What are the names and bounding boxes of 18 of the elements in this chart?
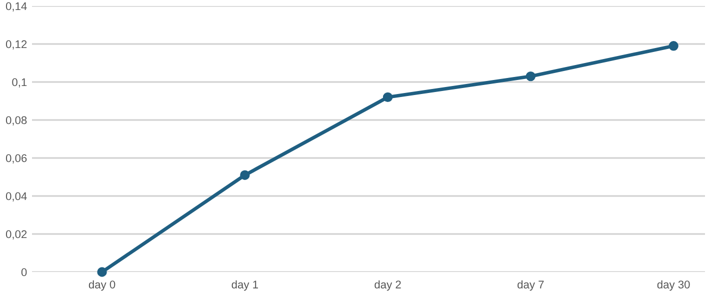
point <box>668 41 678 51</box>
y-tick-label: 0,14 <box>6 2 27 12</box>
y-tick-label: 0,08 <box>6 116 27 126</box>
x-tick-label: day 0 <box>88 280 116 291</box>
y-tick-label: 0,1 <box>12 78 27 88</box>
point <box>382 92 393 102</box>
point <box>240 170 250 180</box>
y-tick-label: 0,12 <box>6 40 27 50</box>
x-tick-label: day 7 <box>518 280 544 291</box>
x-tick-label: day 2 <box>374 280 401 291</box>
y-tick-label: 0,02 <box>6 230 27 240</box>
y-tick-label: 0,04 <box>6 192 27 202</box>
x-tick-label: day 1 <box>232 280 258 291</box>
point <box>526 71 536 82</box>
y-tick-label: 0 <box>21 268 27 276</box>
point <box>97 267 107 277</box>
y-tick-label: 0,06 <box>6 154 27 164</box>
x-tick-label: day 30 <box>657 280 690 291</box>
